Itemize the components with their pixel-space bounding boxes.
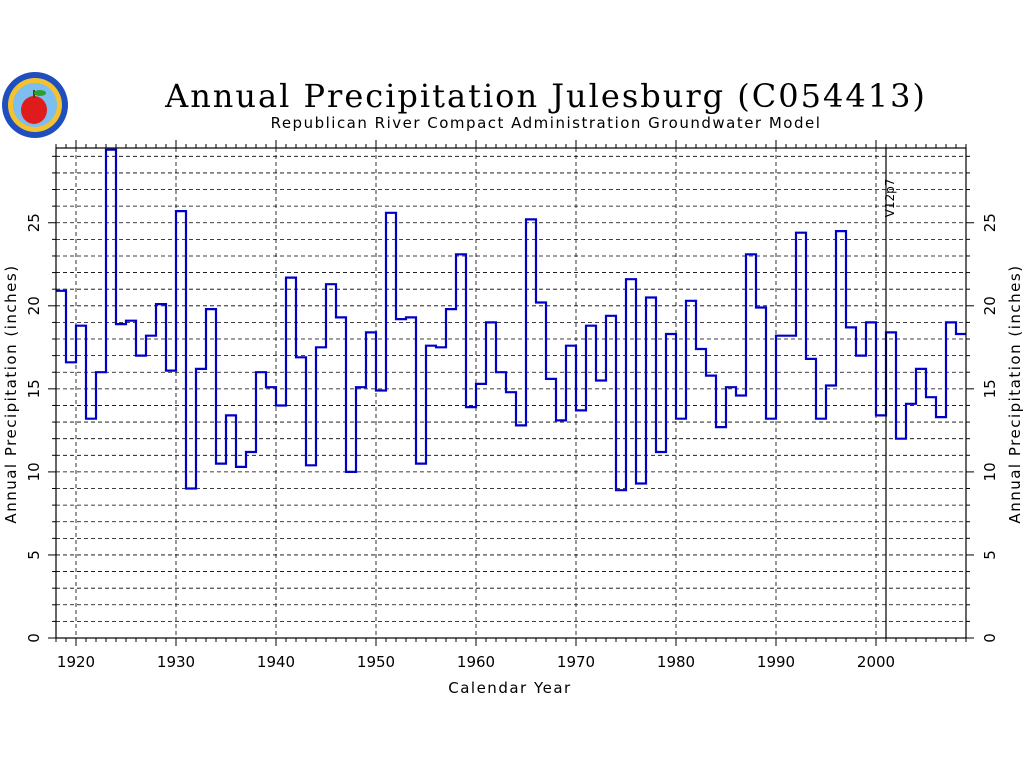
x-axis-label: Calendar Year <box>448 679 571 697</box>
x-tick-label: 1940 <box>257 653 295 671</box>
x-tick-label: 2000 <box>857 653 895 671</box>
precipitation-step-line <box>56 148 966 492</box>
grid-lines <box>56 148 966 638</box>
y-axis-label-right: Annual Precipitation (inches) <box>1006 264 1024 523</box>
y-tick-label-right: 25 <box>981 213 999 232</box>
apple-seal-logo-icon <box>2 72 68 138</box>
y-tick-label-right: 5 <box>981 550 999 560</box>
y-axis-label-left: Annual Precipitation (inches) <box>2 264 20 523</box>
x-tick-label: 1990 <box>757 653 795 671</box>
x-axis-ticks: 1920 1930 1940 1950 1960 1970 1980 1990 2000 <box>55 140 967 671</box>
x-tick-label: 1980 <box>657 653 695 671</box>
series-layer <box>56 148 966 492</box>
y-tick-label-right: 15 <box>981 379 999 398</box>
x-tick-label: 1960 <box>457 653 495 671</box>
y-tick-label-left: 20 <box>25 296 43 315</box>
x-tick-label: 1950 <box>357 653 395 671</box>
y-tick-label-right: 10 <box>981 462 999 481</box>
chart-subtitle: Republican River Compact Administration … <box>271 114 822 132</box>
y-tick-label-right: 0 <box>981 633 999 643</box>
y-tick-label-left: 15 <box>25 379 43 398</box>
x-tick-label: 1920 <box>57 653 95 671</box>
y-axis-ticks: 0 0 5 5 10 10 15 15 20 20 25 25 <box>25 155 999 643</box>
x-tick-label: 1930 <box>157 653 195 671</box>
y-tick-label-left: 25 <box>25 213 43 232</box>
y-tick-label-left: 0 <box>25 633 43 643</box>
annotation-label: V12p7 <box>883 179 897 218</box>
y-tick-label-right: 20 <box>981 296 999 315</box>
annotation-layer: V12p7 <box>883 148 897 638</box>
y-tick-label-left: 5 <box>25 550 43 560</box>
plot-frame <box>55 147 967 639</box>
x-tick-label: 1970 <box>557 653 595 671</box>
chart-title: Annual Precipitation Julesburg (C054413) <box>164 77 927 115</box>
y-tick-label-left: 10 <box>25 462 43 481</box>
